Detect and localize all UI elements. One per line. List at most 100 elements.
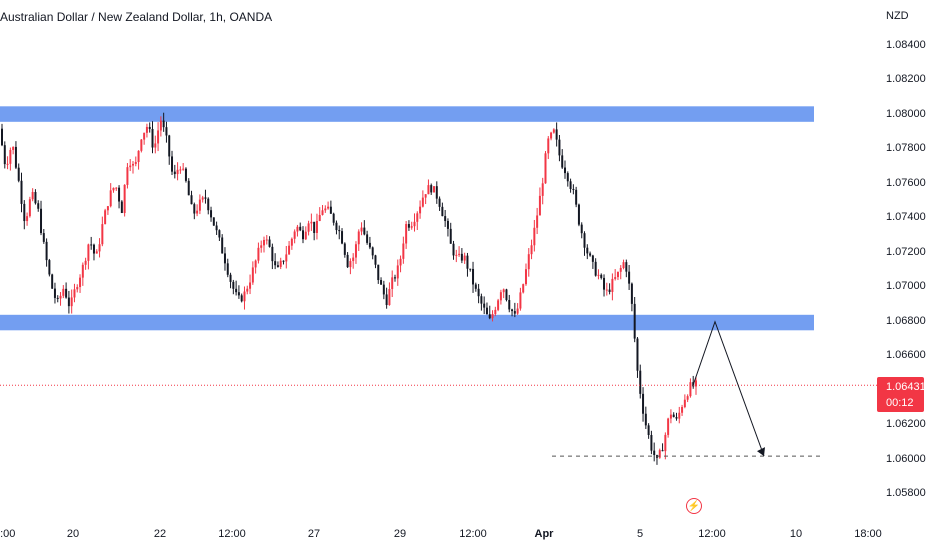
candle-body — [435, 186, 438, 199]
candle-body — [527, 254, 530, 270]
candle-body — [441, 206, 444, 217]
lightning-bolt-icon[interactable]: ⚡ — [686, 498, 702, 514]
candle-body — [338, 230, 341, 232]
candle-body — [681, 407, 684, 413]
candle-body — [672, 414, 675, 418]
price-axis-tick: 1.07600 — [886, 176, 926, 189]
candle-body — [212, 217, 215, 226]
candle-body — [410, 226, 413, 228]
time-axis-tick: 29 — [393, 528, 407, 540]
support-zone[interactable] — [0, 314, 814, 331]
candle-body — [393, 277, 396, 279]
time-axis-tick: 12:00 — [218, 528, 246, 540]
candle-body — [388, 289, 391, 306]
price-axis-tick: 1.08000 — [886, 107, 926, 120]
candle-body — [26, 216, 29, 222]
candle-body — [368, 242, 371, 248]
candle-body — [594, 261, 597, 276]
candle-body — [229, 274, 232, 282]
price-axis-tick: 1.06000 — [886, 452, 926, 465]
candle-body — [402, 243, 405, 259]
candle-body — [444, 216, 447, 221]
candle-body — [12, 146, 15, 150]
candle-body — [76, 287, 79, 290]
time-axis-tick: 12:00 — [698, 528, 726, 540]
resistance-zone[interactable] — [0, 106, 814, 122]
candle-body — [550, 132, 553, 139]
candle-body — [541, 183, 544, 196]
candle-body — [433, 186, 436, 193]
price-axis-tick: 1.07400 — [886, 211, 926, 224]
candle-body — [491, 314, 494, 319]
candle-body — [31, 192, 34, 200]
candle-body — [42, 233, 45, 242]
candle-body — [463, 255, 466, 261]
candle-body — [162, 120, 165, 128]
candle-body — [262, 239, 265, 246]
candle-body — [413, 221, 416, 227]
candle-body — [204, 197, 207, 199]
candle-body — [497, 300, 500, 310]
candle-body — [382, 284, 385, 295]
candle-body — [310, 221, 313, 224]
candle-body — [285, 254, 288, 262]
candle-body — [636, 338, 639, 371]
candle-body — [81, 264, 84, 278]
candle-body — [508, 300, 511, 310]
candle-body — [405, 224, 408, 244]
time-axis-tick: 27 — [307, 528, 321, 540]
candle-body — [106, 206, 109, 211]
candle-body — [120, 201, 123, 214]
candle-body — [686, 396, 689, 400]
candle-body — [34, 192, 37, 204]
candle-body — [614, 277, 617, 279]
candle-body — [104, 210, 107, 225]
candle-body — [399, 258, 402, 266]
candle-body — [48, 260, 51, 275]
candle-body — [90, 244, 93, 246]
candle-body — [569, 181, 572, 190]
candle-body — [642, 393, 645, 414]
candle-body — [268, 239, 271, 247]
candle-body — [419, 206, 422, 214]
candle-body — [583, 233, 586, 248]
candle-body — [179, 169, 182, 171]
candle-body — [302, 230, 305, 240]
candle-body — [1, 128, 3, 146]
projection-path[interactable] — [692, 320, 765, 457]
candle-body — [580, 224, 583, 234]
candle-body — [452, 243, 455, 256]
candle-body — [168, 135, 171, 157]
candle-body — [396, 265, 399, 279]
candle-body — [522, 284, 525, 293]
candle-body — [669, 414, 672, 419]
candle-body — [296, 226, 299, 232]
price-axis-tick: 1.07000 — [886, 280, 926, 293]
candle-body — [547, 138, 550, 154]
candle-body — [511, 309, 514, 312]
candle-body — [483, 303, 486, 308]
candle-body — [622, 262, 625, 268]
candle-body — [678, 412, 681, 419]
candle-body — [561, 155, 564, 168]
price-axis-tick: 1.06600 — [886, 349, 926, 362]
price-axis-tick: 1.06800 — [886, 314, 926, 327]
candle-body — [215, 225, 218, 231]
time-axis-tick: 20 — [66, 528, 80, 540]
price-axis-tick: 1.06200 — [886, 418, 926, 431]
time-axis-tick: 5 — [636, 528, 644, 540]
candle-body — [572, 189, 575, 191]
candle-body — [650, 435, 653, 451]
candle-body — [619, 267, 622, 272]
candle-body — [290, 238, 293, 246]
candle-body — [184, 168, 187, 181]
candle-body — [466, 255, 469, 269]
candle-body — [274, 261, 277, 266]
candle-body — [145, 126, 148, 133]
currency-label: NZD — [886, 10, 909, 22]
candle-body — [502, 289, 505, 293]
candle-body — [664, 434, 667, 452]
candle-body — [109, 190, 112, 207]
candle-body — [313, 221, 316, 233]
